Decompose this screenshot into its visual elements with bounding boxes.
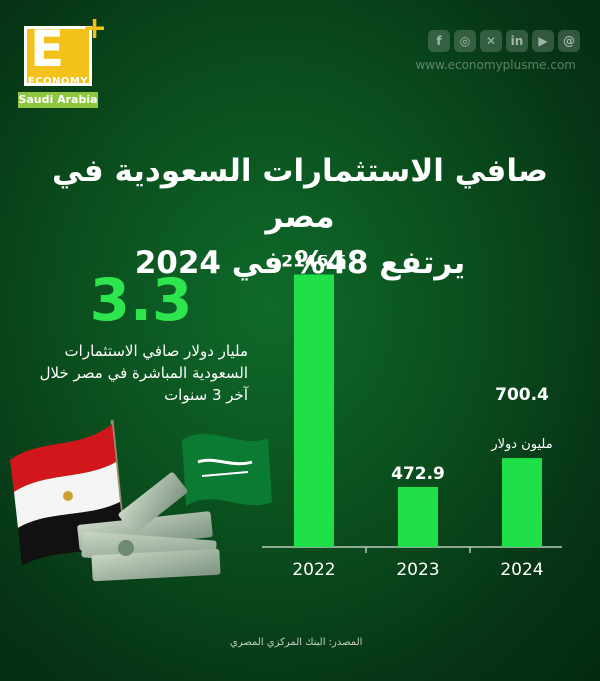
instagram-icon[interactable]: ◎ [454, 30, 476, 52]
logo-letter: E [30, 20, 65, 78]
bar-chart: 2146.5 2022 472.9 2023 700.4 2024 مليون دولار [262, 255, 562, 580]
logo-plus: + [82, 11, 108, 46]
infographic-title: صافي الاستثمارات السعودية في مصر يرتفع 4… [40, 148, 560, 286]
flags-and-money-illustration [10, 419, 272, 582]
tick-label-2022: 2022 [292, 560, 335, 580]
bar-2023 [398, 486, 438, 547]
website-url[interactable]: www.economyplusme.com [415, 58, 576, 72]
linkedin-icon[interactable]: in [506, 30, 528, 52]
logo-country: Saudi Arabia [18, 92, 98, 108]
highlight-value: 3.3 [89, 266, 193, 334]
saudi-flag-icon [182, 433, 272, 506]
youtube-icon[interactable]: ▶ [532, 30, 554, 52]
bar-2022 [294, 274, 334, 547]
title-line-1: صافي الاستثمارات السعودية في مصر [52, 153, 548, 235]
twitter-icon[interactable]: ✕ [480, 30, 502, 52]
title-line-2: يرتفع 48% في 2024 [134, 245, 466, 281]
tick-label-2023: 2023 [396, 560, 439, 580]
data-label-2023: 472.9 [391, 464, 445, 484]
social-icons: f ◎ ✕ in ▶ @ [428, 30, 580, 52]
tick-label-2024: 2024 [500, 560, 543, 580]
threads-icon[interactable]: @ [558, 30, 580, 52]
cash-stack-icon [77, 472, 221, 582]
economy-logo: E + ECONOMY Saudi Arabia [18, 11, 108, 112]
egypt-flag-icon [10, 419, 128, 566]
highlight-description: مليار دولار صافي الاستثمارات السعودية ال… [39, 342, 248, 404]
data-label-2022: 2146.5 [281, 255, 347, 271]
data-label-2024: 700.4 [495, 385, 549, 405]
logo-box [24, 26, 92, 86]
bar-2024 [502, 458, 542, 547]
facebook-icon[interactable]: f [428, 30, 450, 52]
source-note: المصدر: البنك المركزي المصري [230, 637, 363, 648]
logo-word: ECONOMY [27, 76, 89, 87]
unit-label: مليون دولار [490, 437, 552, 452]
